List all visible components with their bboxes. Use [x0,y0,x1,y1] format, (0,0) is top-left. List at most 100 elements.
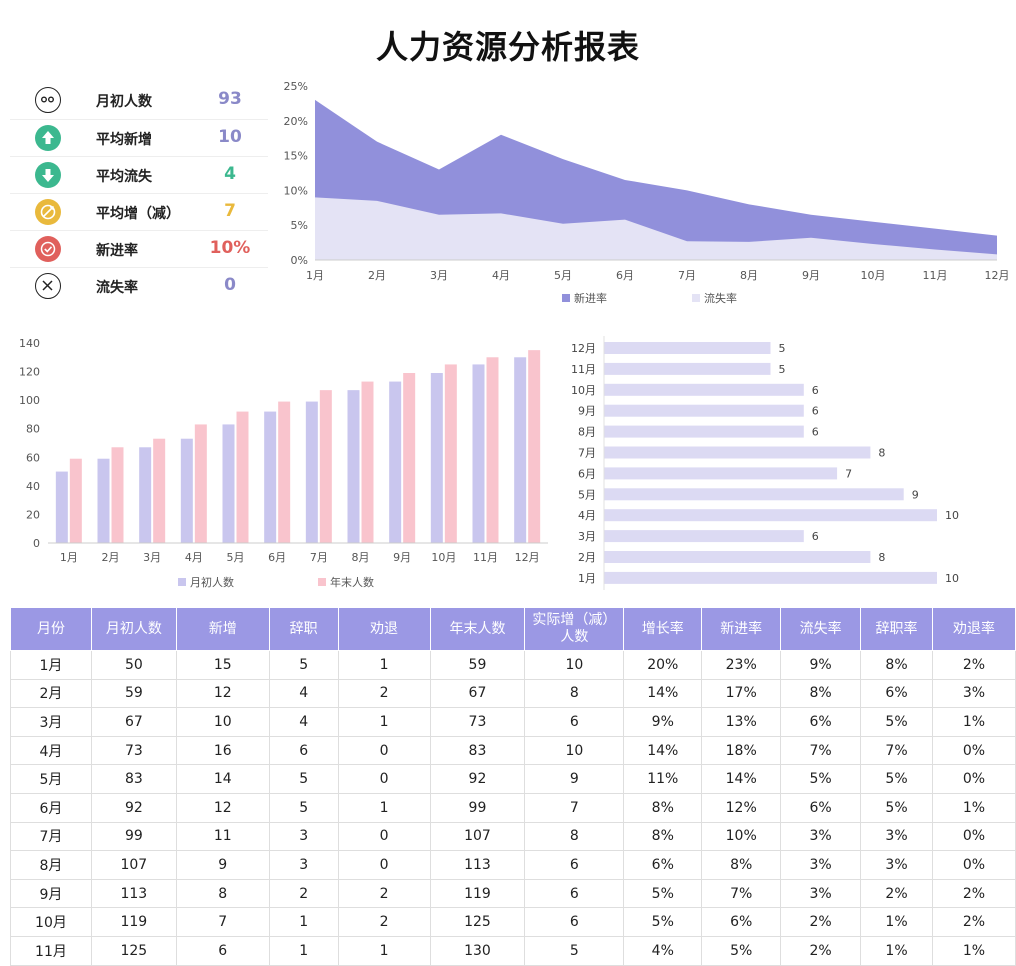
kpi-value: 93 [218,89,242,109]
x-tick-label: 12月 [985,269,1010,282]
table-cell: 8% [623,792,703,823]
table-cell: 1% [860,935,933,966]
column-header: 辞职 [268,607,339,651]
table-cell: 3月 [10,707,92,737]
x-tick-label: 12月 [515,551,540,564]
table-cell: 107 [429,821,526,852]
bar-end-count [319,390,332,543]
column-header: 辞职率 [860,607,933,651]
hbar [604,425,804,438]
table-cell: 0 [337,764,431,794]
table-cell: 5 [524,935,625,966]
table-cell: 1 [337,650,431,680]
table-cell: 4% [623,935,703,966]
y-tick-label: 12月 [571,342,596,355]
table-row: 2月 59 12 4 2 67 8 14% 17% 8% 6% 3% [10,678,1016,709]
table-cell: 3 [268,850,339,880]
x-tick-label: 3月 [143,551,161,564]
legend-swatch-start-count [178,578,186,586]
kpi-value: 0 [224,275,236,295]
table-cell: 7% [701,878,782,909]
table-row: 8月 107 9 3 0 113 6 6% 8% 3% 3% 0% [10,850,1016,880]
table-row: 11月 125 6 1 1 130 5 4% 5% 2% 1% 1% [10,935,1016,966]
y-tick-label: 60 [26,451,40,464]
table-cell: 1% [931,935,1016,966]
table-cell: 0% [931,735,1016,766]
rate-area-chart: 0% 5% 10% 15% 20% 25% 1月 2月 3月 4月 5月 6月 7月 8月 9月 10月 11月… [284,80,1010,305]
table-cell: 10 [524,650,625,680]
bar-start-count [430,373,443,543]
table-cell: 4 [268,707,339,737]
table-cell: 5 [268,650,339,680]
hbar [604,342,771,354]
column-header: 新增 [175,607,270,651]
table-cell: 119 [429,878,526,909]
bar-start-count [55,471,68,543]
headcount-bar-chart: 0 20 40 60 80 100 120 140 1月 2月 3月 4月 5月 6月 7月 8月 9月 10月 1… [19,337,548,589]
bar-start-count [222,424,235,543]
hbar [604,488,904,501]
table-cell: 125 [429,907,526,937]
table-cell: 67 [90,707,177,737]
table-cell: 6% [860,678,933,709]
table-cell: 6 [524,878,625,909]
table-cell: 5% [623,878,703,909]
kpi-value: 10% [209,238,251,258]
y-tick-label: 15% [284,150,308,163]
x-tick-label: 2月 [102,551,120,564]
face-icon [35,87,61,113]
table-row: 6月 92 12 5 1 99 7 8% 12% 6% 5% 1% [10,792,1016,823]
x-tick-label: 5月 [227,551,245,564]
y-tick-label: 0% [291,254,308,267]
table-cell: 6 [268,735,339,766]
table-cell: 18% [701,735,782,766]
y-tick-label: 140 [19,337,40,350]
table-cell: 7 [524,792,625,823]
kpi-label: 流失率 [96,280,138,296]
table-cell: 130 [429,935,526,966]
hbar [604,571,937,584]
table-cell: 7% [780,735,862,766]
kpi-value: 7 [224,201,236,221]
table-cell: 9 [524,764,625,794]
table-cell: 99 [429,792,526,823]
table-cell: 16 [175,735,270,766]
kpi-row-avg-loss: 平均流失 4 [10,156,268,194]
bar-end-count [361,381,374,543]
table-cell: 99 [90,821,177,852]
kpi-label: 新进率 [96,243,138,259]
page-title: 人力资源分析报表 [375,28,640,66]
y-tick-label: 20 [26,508,40,521]
bar-value-label: 6 [812,405,819,418]
table-cell: 14% [701,764,782,794]
table-row: 5月 83 14 5 0 92 9 11% 14% 5% 5% 0% [10,764,1016,794]
table-cell: 14 [175,764,270,794]
table-cell: 119 [90,907,177,937]
column-header: 月份 [10,607,92,651]
kpi-value: 10 [218,127,242,147]
table-cell: 1% [931,792,1016,823]
table-cell: 1 [268,935,339,966]
bar-value-label: 8 [878,447,885,460]
hbar [604,467,838,480]
table-cell: 2 [337,678,431,709]
close-icon [35,273,61,299]
table-cell: 5 [268,764,339,794]
x-tick-label: 9月 [802,269,820,282]
kpi-label: 月初人数 [96,94,152,110]
table-cell: 83 [90,764,177,794]
y-tick-label: 1月 [578,572,596,585]
bar-end-count [153,438,166,543]
table-cell: 113 [90,878,177,909]
y-tick-label: 80 [26,423,40,436]
bar-start-count [347,390,360,543]
table-cell: 8% [780,678,862,709]
x-tick-label: 4月 [492,269,510,282]
table-cell: 1 [337,935,431,966]
y-tick-label: 5% [291,219,308,232]
table-cell: 2月 [10,678,92,709]
bar-start-count [514,357,527,543]
y-tick-label: 11月 [571,363,596,376]
table-row: 9月 113 8 2 2 119 6 5% 7% 3% 2% 2% [10,878,1016,909]
table-cell: 59 [429,650,526,680]
